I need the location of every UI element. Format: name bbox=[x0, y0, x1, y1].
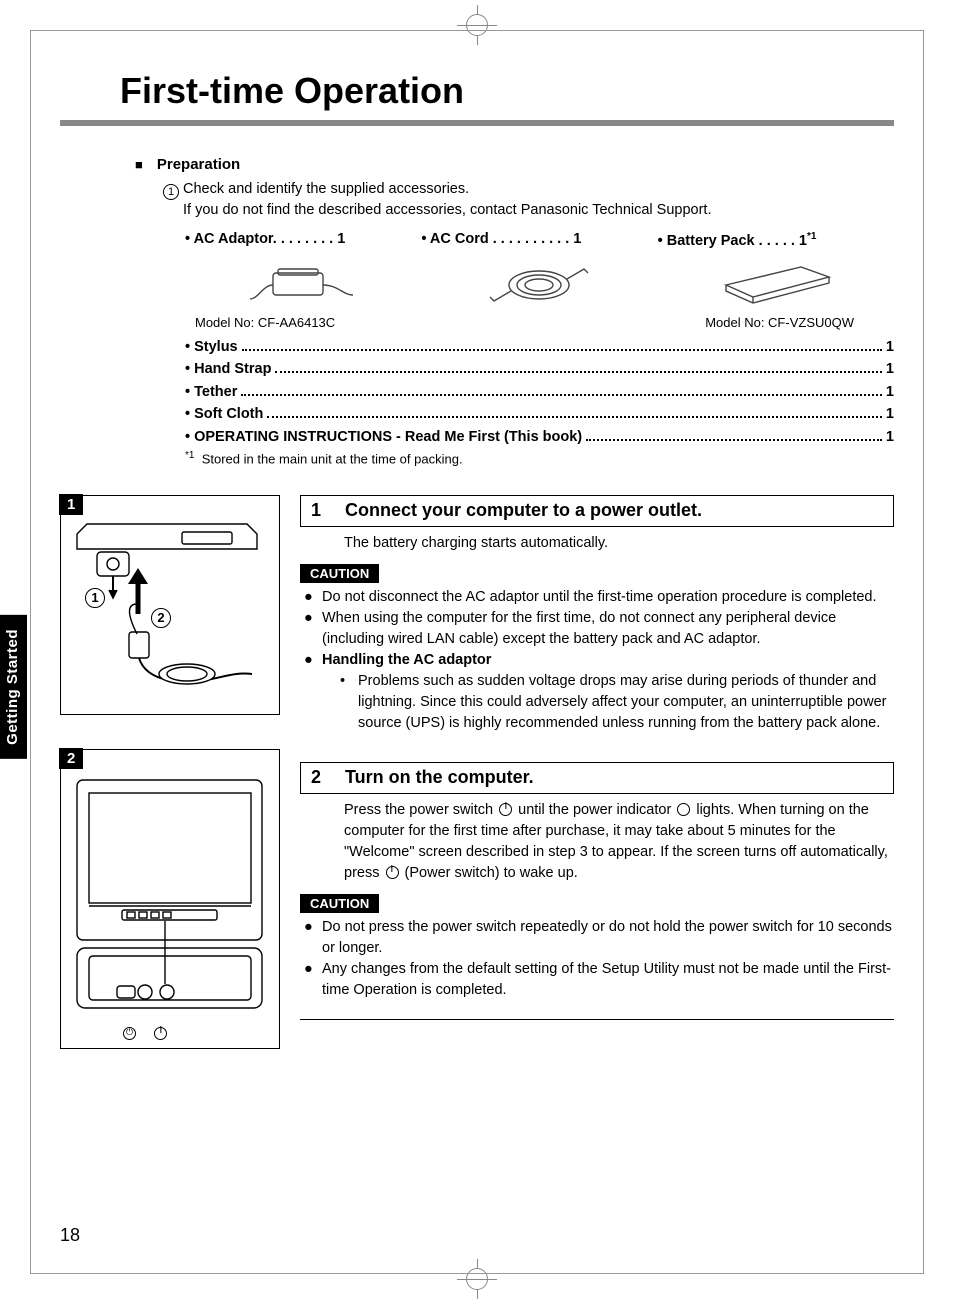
acc-battery: • Battery Pack . . . . . 1*1 bbox=[658, 231, 894, 249]
acc-cord: • AC Cord . . . . . . . . . . 1 bbox=[421, 231, 657, 249]
arrow-icon bbox=[123, 566, 153, 614]
figure-2-tag: 2 bbox=[59, 748, 83, 769]
callout-2: 2 bbox=[151, 608, 171, 628]
step2-body: Press the power switch until the power i… bbox=[344, 800, 894, 884]
step1-body: The battery charging starts automaticall… bbox=[344, 533, 894, 554]
ac-cord-icon bbox=[464, 253, 614, 313]
footnote: *1 Stored in the main unit at the time o… bbox=[185, 450, 894, 466]
model-battery: Model No: CF-VZSU0QW bbox=[705, 315, 854, 330]
power-icons-row: ⏻ bbox=[121, 1027, 169, 1040]
power-icon bbox=[154, 1027, 167, 1040]
title-rule bbox=[60, 120, 894, 126]
accessories-row: • AC Adaptor. . . . . . . . 1 • AC Cord … bbox=[185, 231, 894, 249]
left-column: Getting Started 1 bbox=[60, 495, 280, 1049]
power-icon bbox=[386, 866, 399, 879]
callout-1: 1 bbox=[85, 588, 105, 608]
step1-bullets: ●Do not disconnect the AC adaptor until … bbox=[304, 587, 894, 734]
step2-bullets: ●Do not press the power switch repeatedl… bbox=[304, 917, 894, 1001]
page-number: 18 bbox=[60, 1225, 80, 1246]
step2-heading: 2 Turn on the computer. bbox=[300, 762, 894, 794]
preparation-heading: Preparation bbox=[135, 156, 894, 173]
accessory-item: • Stylus 1 bbox=[185, 336, 894, 358]
battery-pack-icon bbox=[701, 253, 851, 313]
indicator-icon bbox=[677, 803, 690, 816]
step-circle-1: 1 bbox=[163, 184, 179, 200]
accessory-item: • Soft Cloth 1 bbox=[185, 403, 894, 425]
figure-1-tag: 1 bbox=[59, 494, 83, 515]
power-icon bbox=[499, 803, 512, 816]
indicator-icon: ⏻ bbox=[123, 1027, 136, 1040]
accessory-list: • Stylus 1• Hand Strap 1• Tether 1• Soft… bbox=[185, 336, 894, 448]
accessory-item: • Hand Strap 1 bbox=[185, 358, 894, 380]
right-column: 1 Connect your computer to a power outle… bbox=[300, 495, 894, 1049]
main-columns: Getting Started 1 bbox=[60, 495, 894, 1049]
accessory-item: • Tether 1 bbox=[185, 381, 894, 403]
prep-line-1: 1Check and identify the supplied accesso… bbox=[163, 179, 894, 200]
acc-adaptor: • AC Adaptor. . . . . . . . 1 bbox=[185, 231, 421, 249]
caution-label-2: CAUTION bbox=[300, 894, 379, 913]
model-adaptor: Model No: CF-AA6413C bbox=[195, 315, 335, 330]
step1-heading: 1 Connect your computer to a power outle… bbox=[300, 495, 894, 527]
figure-2: 2 bbox=[60, 749, 280, 1049]
prep-line-2: If you do not find the described accesso… bbox=[183, 200, 894, 221]
accessory-figures bbox=[185, 253, 894, 313]
figure-1: 1 bbox=[60, 495, 280, 715]
section-rule bbox=[300, 1019, 894, 1020]
page-content: First-time Operation Preparation 1Check … bbox=[60, 60, 894, 1254]
page-title: First-time Operation bbox=[120, 70, 894, 112]
caution-label-1: CAUTION bbox=[300, 564, 379, 583]
section-tab: Getting Started bbox=[0, 615, 27, 759]
model-row: Model No: CF-AA6413C Model No: CF-VZSU0Q… bbox=[195, 315, 894, 330]
accessory-item: • OPERATING INSTRUCTIONS - Read Me First… bbox=[185, 426, 894, 448]
ac-adaptor-icon bbox=[228, 253, 378, 313]
preparation-section: Preparation 1Check and identify the supp… bbox=[135, 156, 894, 467]
